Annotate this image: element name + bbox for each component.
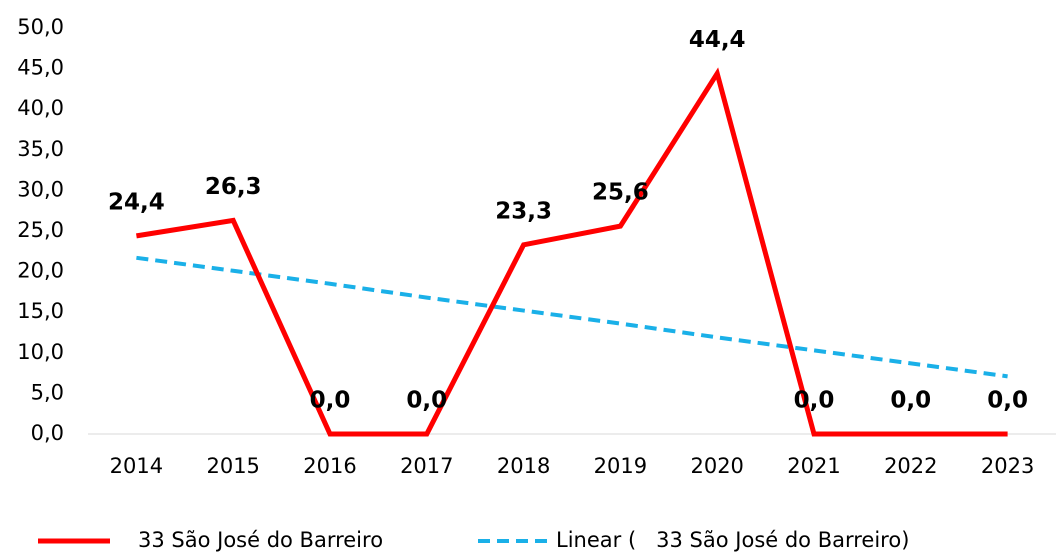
trend-line [136, 255, 1008, 379]
data-label: 26,3 [205, 174, 262, 200]
y-tick-label: 45,0 [17, 56, 64, 80]
y-tick-label: 50,0 [17, 15, 64, 39]
data-label: 0,0 [987, 388, 1028, 414]
x-tick-label: 2017 [400, 454, 453, 478]
x-tick-label: 2014 [110, 454, 163, 478]
y-tick-label: 25,0 [17, 218, 64, 242]
x-tick-label: 2018 [497, 454, 550, 478]
data-label: 0,0 [794, 388, 835, 414]
x-tick-label: 2015 [206, 454, 259, 478]
x-tick-label: 2019 [594, 454, 647, 478]
data-label: 24,4 [108, 189, 165, 215]
x-tick-label: 2021 [787, 454, 840, 478]
y-tick-label: 5,0 [31, 380, 64, 404]
y-tick-label: 35,0 [17, 137, 64, 161]
y-tick-label: 30,0 [17, 177, 64, 201]
y-tick-label: 15,0 [17, 299, 64, 323]
data-label: 0,0 [310, 388, 351, 414]
data-label: 0,0 [406, 388, 447, 414]
y-tick-label: 0,0 [31, 421, 64, 445]
legend-label: Linear ( 33 São José do Barreiro) [556, 528, 909, 552]
data-label: 23,3 [495, 198, 552, 224]
data-label: 25,6 [592, 180, 649, 206]
y-tick-label: 20,0 [17, 259, 64, 283]
data-label: 44,4 [689, 27, 746, 53]
x-tick-label: 2020 [690, 454, 743, 478]
data-label: 0,0 [890, 388, 931, 414]
data-line [136, 67, 1008, 437]
y-tick-label: 10,0 [17, 340, 64, 364]
x-tick-label: 2016 [303, 454, 356, 478]
x-tick-label: 2023 [981, 454, 1034, 478]
y-tick-label: 40,0 [17, 96, 64, 120]
x-tick-label: 2022 [884, 454, 937, 478]
legend-label: 33 São José do Barreiro [138, 528, 383, 552]
